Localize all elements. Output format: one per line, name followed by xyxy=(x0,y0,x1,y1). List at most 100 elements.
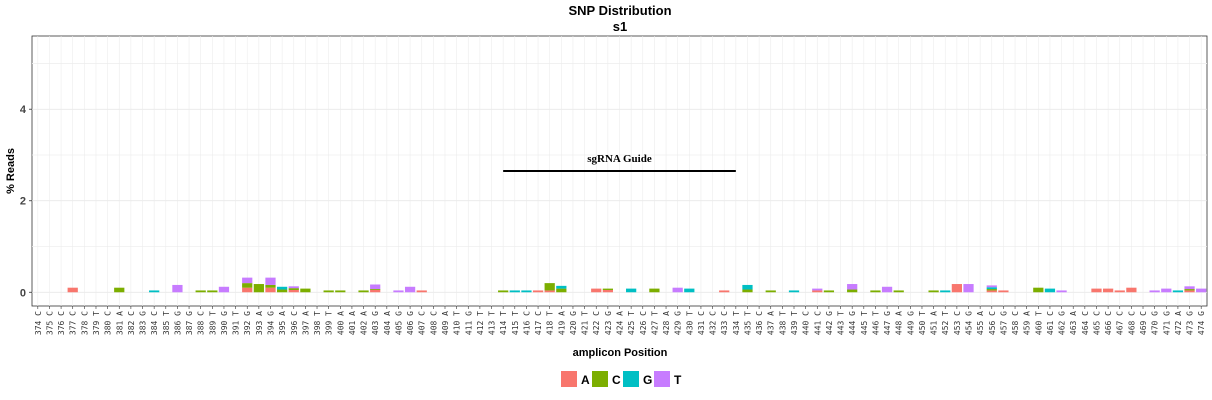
bar-segment xyxy=(288,289,299,293)
bar-segment xyxy=(265,284,276,288)
x-tick-label: 473 G xyxy=(1186,311,1195,335)
legend-label: T xyxy=(674,373,682,387)
x-tick-label: 416 C xyxy=(522,311,531,335)
bar-segment xyxy=(1184,286,1195,290)
bar-segment xyxy=(742,284,753,290)
x-tick-label: 375 C xyxy=(45,311,54,335)
x-tick-label: 430 T xyxy=(685,311,694,335)
bar-segment xyxy=(335,290,346,293)
bar-segment xyxy=(288,288,299,290)
y-axis-title: % Reads xyxy=(5,148,17,194)
x-tick-label: 398 T xyxy=(313,311,322,335)
legend-label: A xyxy=(581,373,590,387)
bar-segment xyxy=(544,283,555,291)
x-tick-label: 474 G xyxy=(1197,311,1206,335)
x-tick-label: 441 C xyxy=(813,311,822,335)
x-tick-label: 418 T xyxy=(546,311,555,335)
x-tick-label: 411 G xyxy=(464,311,473,335)
x-tick-label: 436 C xyxy=(755,311,764,335)
x-tick-label: 462 G xyxy=(1058,311,1067,335)
x-tick-label: 426 C xyxy=(639,311,648,335)
x-tick-label: 464 C xyxy=(1081,311,1090,335)
x-tick-label: 393 A xyxy=(255,311,264,335)
bar-segment xyxy=(300,288,311,293)
x-tick-label: 433 C xyxy=(720,311,729,335)
x-tick-label: 422 C xyxy=(592,311,601,335)
x-tick-label: 432 C xyxy=(709,311,718,335)
x-tick-label: 376 C xyxy=(57,311,66,335)
bar-segment xyxy=(393,290,404,293)
x-tick-label: 378 C xyxy=(80,311,89,335)
bar-segment xyxy=(986,287,997,290)
bar-segment xyxy=(649,288,660,293)
x-tick-label: 449 G xyxy=(906,311,915,335)
x-tick-label: 395 A xyxy=(278,311,287,335)
x-tick-label: 392 G xyxy=(243,311,252,335)
x-tick-label: 388 C xyxy=(197,311,206,335)
bar-segment xyxy=(67,287,78,293)
bar-segment xyxy=(288,286,299,289)
bar-segment xyxy=(986,285,997,288)
x-tick-label: 455 A xyxy=(976,311,985,335)
x-tick-label: 391 T xyxy=(232,311,241,335)
x-tick-label: 434 T xyxy=(732,311,741,335)
y-tick-label: 4 xyxy=(20,104,27,116)
bar-segment xyxy=(998,290,1009,293)
x-tick-label: 457 G xyxy=(999,311,1008,335)
x-tick-label: 450 T xyxy=(918,311,927,335)
bar-segment xyxy=(672,287,683,293)
x-tick-label: 380 C xyxy=(104,311,113,335)
sgrna-guide-annotation: sgRNA Guide xyxy=(503,153,736,172)
bar-segment xyxy=(1126,287,1137,293)
bar-segment xyxy=(928,290,939,293)
bar-segment xyxy=(986,289,997,291)
x-tick-label: 439 T xyxy=(790,311,799,335)
x-tick-label: 421 T xyxy=(581,311,590,335)
y-tick-label: 0 xyxy=(20,287,26,299)
x-tick-label: 384 C xyxy=(150,311,159,335)
x-tick-label: 463 A xyxy=(1069,311,1078,335)
x-tick-label: 423 G xyxy=(604,311,613,335)
bar-segment xyxy=(1091,288,1102,293)
x-tick-label: 409 A xyxy=(441,311,450,335)
x-tick-label: 468 C xyxy=(1127,311,1136,335)
x-tick-label: 454 G xyxy=(965,311,974,335)
bar-segment xyxy=(940,290,951,293)
bar-segment xyxy=(1044,288,1056,293)
x-tick-label: 461 C xyxy=(1046,311,1055,335)
bar-segment xyxy=(847,284,858,290)
x-tick-label: 420 G xyxy=(569,311,578,335)
bar-segment xyxy=(788,290,800,293)
bar-segment xyxy=(416,290,427,293)
x-tick-label: 425 T xyxy=(627,311,636,335)
bar-segment xyxy=(509,290,520,293)
bar-segment xyxy=(404,286,416,293)
x-tick-label: 448 A xyxy=(895,311,904,335)
bar-segment xyxy=(277,286,288,290)
x-tick-label: 390 G xyxy=(220,311,229,335)
bar-segment xyxy=(207,290,218,293)
x-tick-label: 460 T xyxy=(1034,311,1043,335)
x-axis-ticks: 374 C 375 C 376 C 377 C 378 C 379 T 380 C 381 A… xyxy=(34,306,1206,335)
x-tick-label: 458 C xyxy=(1011,311,1020,335)
bar-segment xyxy=(847,289,858,293)
bar-segment xyxy=(1196,288,1207,293)
bar-segment xyxy=(1056,290,1067,293)
x-tick-label: 415 T xyxy=(511,311,520,335)
bar-segment xyxy=(114,287,125,293)
legend-label: C xyxy=(612,373,621,387)
x-tick-label: 394 G xyxy=(266,311,275,335)
x-tick-label: 406 G xyxy=(406,311,415,335)
bar-segment xyxy=(521,290,532,293)
x-tick-label: 374 C xyxy=(34,311,43,335)
bar-segment xyxy=(218,286,230,293)
bar-segment xyxy=(742,289,753,293)
x-tick-label: 397 A xyxy=(301,311,310,335)
x-tick-label: 404 A xyxy=(383,311,392,335)
bar-segment xyxy=(323,290,334,293)
x-tick-label: 471 G xyxy=(1162,311,1171,335)
bar-segment xyxy=(195,290,206,293)
x-tick-label: 443 T xyxy=(837,311,846,335)
chart-title: SNP Distribution xyxy=(568,3,671,18)
